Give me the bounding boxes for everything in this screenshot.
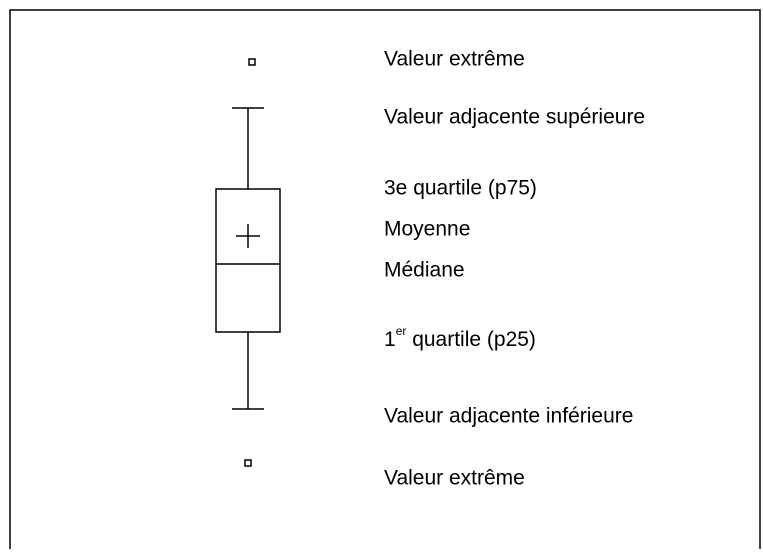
label: 3e quartile (p75) (384, 177, 537, 200)
box (215, 188, 281, 333)
outlier-bottom (244, 459, 252, 467)
label: Médiane (384, 259, 465, 282)
label: Valeur adjacente supérieure (384, 106, 645, 129)
label-text: quartile (p25) (406, 328, 536, 351)
label: Valeur extrême (384, 467, 525, 490)
outlier-top (248, 58, 256, 66)
label: Valeur extrême (384, 48, 525, 71)
label: 1er quartile (p25) (384, 324, 536, 350)
label-number: 1 (384, 328, 396, 351)
label-superscript: er (396, 324, 407, 338)
label: Valeur adjacente inférieure (384, 405, 633, 428)
frame (9, 9, 761, 549)
label: Moyenne (384, 218, 470, 241)
